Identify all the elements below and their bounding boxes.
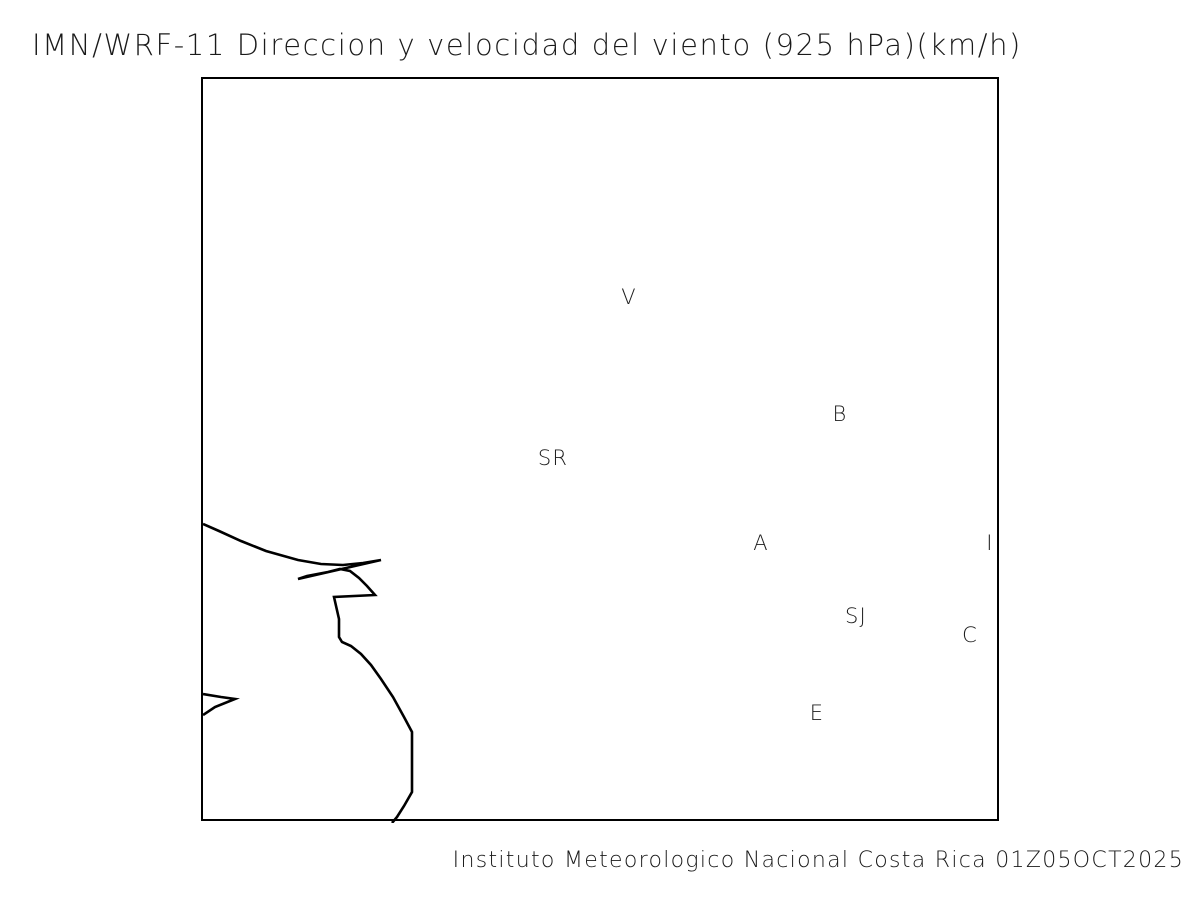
map-plot-frame: V B SR A I SJ C E xyxy=(201,77,1001,823)
station-label-v: V xyxy=(621,285,637,309)
station-label-layer: V B SR A I SJ C E xyxy=(203,79,1001,823)
page-title: IMN/WRF-11 Direccion y velocidad del vie… xyxy=(32,28,1022,62)
coastline-gulf-inlet-wedge xyxy=(203,692,240,717)
station-label-sj: SJ xyxy=(845,604,867,628)
station-label-sr: SR xyxy=(537,446,569,470)
footer-attribution: Instituto Meteorologico Nacional Costa R… xyxy=(452,848,1184,873)
coastline-nicoya-peninsula xyxy=(203,522,414,823)
coastline-vector-layer xyxy=(203,522,414,823)
station-label-e: E xyxy=(809,701,825,725)
station-label-c: C xyxy=(962,623,978,647)
station-label-b: B xyxy=(832,402,848,426)
station-label-i: I xyxy=(986,531,994,555)
station-label-a: A xyxy=(753,531,769,555)
